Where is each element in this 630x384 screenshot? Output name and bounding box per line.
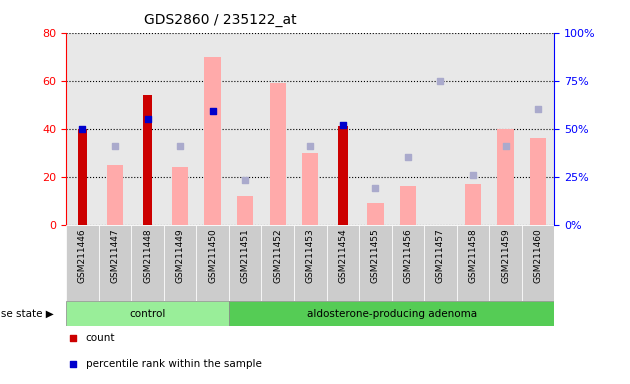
Point <box>435 78 445 84</box>
Text: GDS2860 / 235122_at: GDS2860 / 235122_at <box>144 13 297 27</box>
Text: GSM211446: GSM211446 <box>78 228 87 283</box>
Point <box>142 116 152 122</box>
Point <box>69 361 79 367</box>
Bar <box>107 165 123 225</box>
Point <box>500 143 510 149</box>
Text: GSM211450: GSM211450 <box>208 228 217 283</box>
Point <box>305 143 315 149</box>
Text: percentile rank within the sample: percentile rank within the sample <box>86 359 261 369</box>
Bar <box>522 225 554 301</box>
Text: GSM211448: GSM211448 <box>143 228 152 283</box>
Bar <box>270 83 286 225</box>
Bar <box>172 167 188 225</box>
Bar <box>530 138 546 225</box>
Bar <box>205 56 220 225</box>
Bar <box>142 95 152 225</box>
Text: control: control <box>129 309 166 319</box>
Text: GSM211455: GSM211455 <box>371 228 380 283</box>
Text: aldosterone-producing adenoma: aldosterone-producing adenoma <box>307 309 477 319</box>
Bar <box>77 129 88 225</box>
Text: GSM211454: GSM211454 <box>338 228 347 283</box>
Bar <box>359 225 392 301</box>
Bar <box>400 186 416 225</box>
Bar <box>498 129 513 225</box>
Bar <box>229 301 554 326</box>
Text: GSM211458: GSM211458 <box>469 228 478 283</box>
Point <box>69 335 79 341</box>
Point <box>370 185 381 191</box>
Bar <box>66 301 229 326</box>
Point <box>77 126 88 132</box>
Text: GSM211457: GSM211457 <box>436 228 445 283</box>
Bar <box>237 196 253 225</box>
Text: GSM211460: GSM211460 <box>534 228 542 283</box>
Bar <box>294 225 326 301</box>
Bar <box>457 225 490 301</box>
Bar <box>164 225 197 301</box>
Text: GSM211451: GSM211451 <box>241 228 249 283</box>
Bar <box>424 225 457 301</box>
Text: count: count <box>86 333 115 343</box>
Bar <box>66 225 99 301</box>
Point <box>240 177 250 184</box>
Bar <box>367 203 384 225</box>
Bar <box>229 225 261 301</box>
Point <box>403 154 413 161</box>
Text: GSM211459: GSM211459 <box>501 228 510 283</box>
Text: disease state ▶: disease state ▶ <box>0 309 54 319</box>
Point <box>110 143 120 149</box>
Text: GSM211449: GSM211449 <box>176 228 185 283</box>
Bar <box>490 225 522 301</box>
Bar <box>392 225 424 301</box>
Bar <box>99 225 131 301</box>
Text: GSM211456: GSM211456 <box>403 228 413 283</box>
Text: GSM211453: GSM211453 <box>306 228 315 283</box>
Text: GSM211452: GSM211452 <box>273 228 282 283</box>
Bar <box>261 225 294 301</box>
Text: GSM211447: GSM211447 <box>110 228 120 283</box>
Point <box>175 143 185 149</box>
Bar <box>465 184 481 225</box>
Point <box>468 172 478 178</box>
Bar <box>131 225 164 301</box>
Point <box>207 108 218 114</box>
Bar <box>197 225 229 301</box>
Point <box>533 106 543 113</box>
Point <box>338 122 348 128</box>
Bar <box>326 225 359 301</box>
Bar <box>338 126 348 225</box>
Bar <box>302 153 318 225</box>
